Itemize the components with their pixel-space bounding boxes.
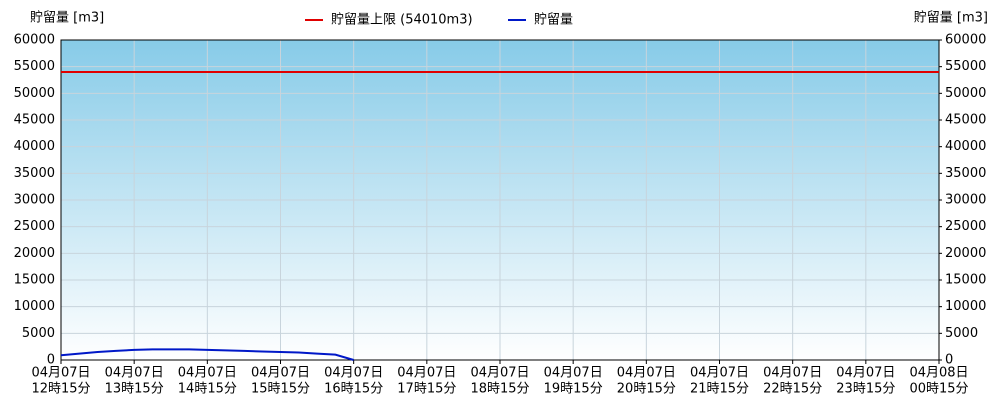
x-tick-label: 04月07日 <box>470 366 529 381</box>
legend-label: 貯留量 <box>534 13 573 28</box>
y-tick-label: 55000 <box>14 59 55 74</box>
x-tick-label: 04月07日 <box>617 366 676 381</box>
y2-tick-label: 5000 <box>945 326 978 341</box>
y-tick-label: 40000 <box>14 139 55 154</box>
y-axis-label: 貯留量 [m3] <box>30 11 104 26</box>
x-tick-label: 04月07日 <box>324 366 383 381</box>
x-tick-label: 14時15分 <box>178 382 237 397</box>
y2-tick-label: 30000 <box>945 193 986 208</box>
x-tick-label: 18時15分 <box>470 382 529 397</box>
y2-axis-label: 貯留量 [m3] <box>914 11 988 26</box>
x-tick-label: 04月07日 <box>763 366 822 381</box>
y2-tick-label: 25000 <box>945 219 986 234</box>
y2-tick-label: 10000 <box>945 299 986 314</box>
x-tick-label: 19時15分 <box>544 382 603 397</box>
y2-tick-label: 35000 <box>945 166 986 181</box>
y-tick-label: 60000 <box>14 33 55 48</box>
y-tick-label: 0 <box>47 353 55 368</box>
y-tick-label: 20000 <box>14 246 55 261</box>
y2-tick-label: 50000 <box>945 86 986 101</box>
x-tick-label: 21時15分 <box>690 382 749 397</box>
y-tick-label: 30000 <box>14 193 55 208</box>
y2-tick-label: 15000 <box>945 273 986 288</box>
x-tick-label: 23時15分 <box>836 382 895 397</box>
x-tick-label: 04月08日 <box>909 366 968 381</box>
x-tick-label: 00時15分 <box>909 382 968 397</box>
y2-tick-label: 60000 <box>945 33 986 48</box>
y2-tick-label: 0 <box>945 353 953 368</box>
x-tick-label: 17時15分 <box>397 382 456 397</box>
y2-tick-label: 40000 <box>945 139 986 154</box>
x-tick-label: 04月07日 <box>544 366 603 381</box>
x-tick-label: 20時15分 <box>617 382 676 397</box>
y2-tick-label: 45000 <box>945 113 986 128</box>
plot-border <box>60 39 940 361</box>
x-tick-label: 04月07日 <box>31 366 90 381</box>
x-tick-label: 13時15分 <box>105 382 164 397</box>
x-tick-label: 04月07日 <box>836 366 895 381</box>
series-line <box>60 348 354 361</box>
x-tick-label: 16時15分 <box>324 382 383 397</box>
x-tick-label: 04月07日 <box>178 366 237 381</box>
x-tick-label: 04月07日 <box>105 366 164 381</box>
y-tick-label: 10000 <box>14 299 55 314</box>
x-tick-label: 15時15分 <box>251 382 310 397</box>
y-tick-label: 35000 <box>14 166 55 181</box>
y-tick-label: 5000 <box>22 326 55 341</box>
y-tick-label: 15000 <box>14 273 55 288</box>
x-tick-label: 04月07日 <box>690 366 749 381</box>
y2-tick-label: 20000 <box>945 246 986 261</box>
legend-label: 貯留量上限 (54010m3) <box>331 13 473 28</box>
x-tick-label: 04月07日 <box>251 366 310 381</box>
y-tick-label: 45000 <box>14 113 55 128</box>
y-tick-label: 50000 <box>14 86 55 101</box>
x-tick-label: 12時15分 <box>31 382 90 397</box>
x-tick-label: 22時15分 <box>763 382 822 397</box>
x-tick-label: 04月07日 <box>397 366 456 381</box>
y-tick-label: 25000 <box>14 219 55 234</box>
y2-tick-label: 55000 <box>945 59 986 74</box>
